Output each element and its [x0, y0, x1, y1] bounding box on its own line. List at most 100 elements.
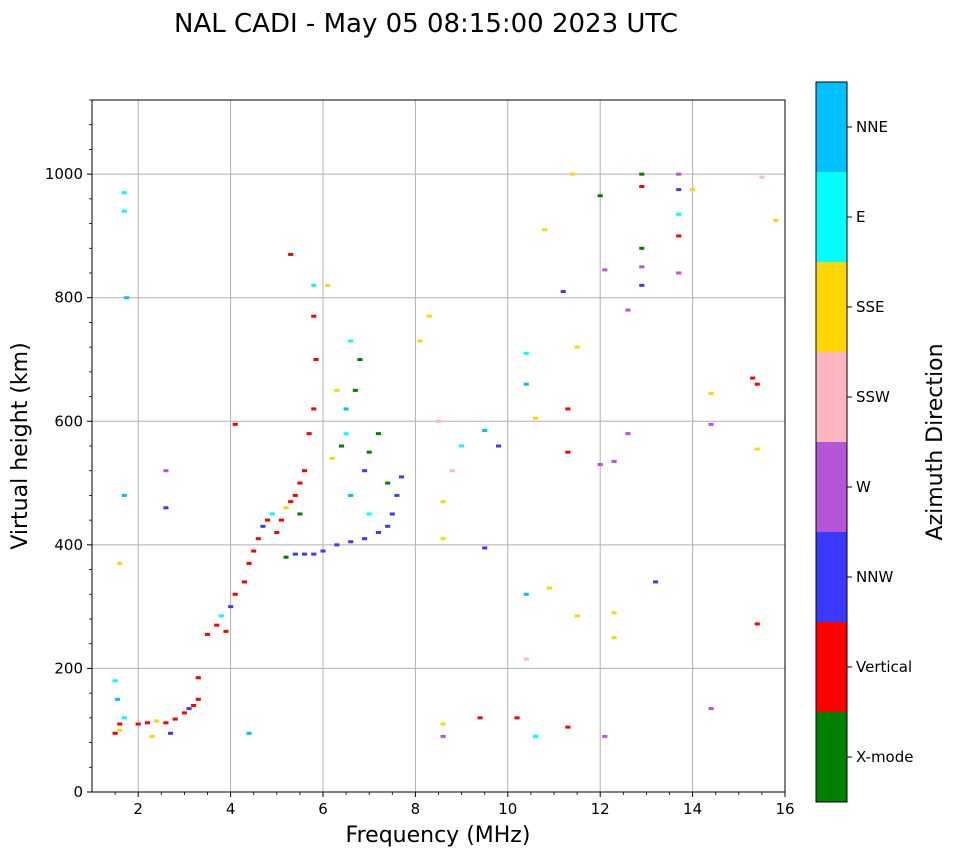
echo-point	[565, 725, 571, 729]
echo-point	[121, 716, 127, 720]
echo-point	[297, 481, 303, 485]
echo-point	[163, 469, 169, 473]
echo-point	[759, 175, 765, 179]
echo-point	[482, 546, 488, 550]
colorbar-swatch	[816, 352, 847, 442]
echo-point	[348, 493, 354, 497]
echo-point	[163, 721, 169, 725]
echo-point	[546, 586, 552, 590]
echo-point	[117, 561, 123, 565]
echo-point	[112, 731, 118, 735]
azimuth-colorbar: X-mode Vertical NNW W SSW SSE E NNE	[815, 81, 913, 803]
echo-point	[195, 697, 201, 701]
echo-point	[676, 188, 682, 192]
echo-point	[523, 592, 529, 596]
echo-point	[676, 212, 682, 216]
echo-point	[144, 721, 150, 725]
echo-point	[602, 268, 608, 272]
echo-point	[362, 537, 368, 541]
echo-point	[708, 422, 714, 426]
echo-point	[625, 432, 631, 436]
chart-title: NAL CADI - May 05 08:15:00 2023 UTC	[174, 9, 678, 39]
echo-point	[251, 549, 257, 553]
plot-background	[92, 100, 785, 792]
echo-point	[639, 172, 645, 176]
echo-point	[625, 308, 631, 312]
echo-point	[121, 191, 127, 195]
echo-point	[191, 704, 197, 707]
y-tick-label: 200	[54, 659, 83, 677]
echo-point	[398, 475, 405, 479]
colorbar-swatch	[816, 172, 847, 262]
echo-point	[306, 432, 312, 436]
echo-point	[288, 252, 294, 256]
echo-point	[366, 512, 372, 516]
colorbar-labels: X-mode Vertical NNW W SSW SSE E NNE	[847, 118, 913, 766]
echo-point	[343, 432, 349, 436]
echo-point	[334, 543, 340, 547]
echo-point	[260, 524, 266, 528]
y-tick-label: 600	[54, 412, 83, 430]
echo-point	[135, 722, 141, 726]
echo-point	[426, 314, 432, 318]
echo-point	[311, 283, 317, 287]
echo-point	[532, 734, 539, 738]
colorbar-swatch	[816, 442, 847, 532]
colorbar-frame	[815, 81, 848, 803]
echo-point	[676, 172, 682, 176]
echo-point	[560, 290, 566, 294]
echo-point	[121, 209, 127, 213]
echo-point	[440, 537, 446, 541]
echo-point	[690, 188, 696, 192]
echo-point	[639, 265, 645, 269]
colorbar-label: Vertical	[856, 658, 912, 676]
echo-point	[569, 172, 576, 176]
echo-point	[676, 271, 682, 275]
echo-point	[283, 506, 289, 510]
echo-point	[292, 493, 298, 497]
colorbar-swatch	[816, 532, 847, 622]
x-tick-label: 12	[591, 800, 610, 818]
echo-point	[750, 376, 756, 380]
echo-point	[167, 731, 174, 735]
echo-point	[228, 605, 234, 609]
echo-point	[676, 234, 682, 238]
x-axis-label: Frequency (MHz)	[346, 823, 531, 848]
x-tick-label: 14	[683, 800, 702, 818]
echo-point	[218, 614, 224, 618]
y-tick-label: 1000	[45, 165, 83, 183]
echo-point	[352, 388, 358, 392]
colorbar-label: SSE	[856, 298, 885, 316]
echo-point	[292, 552, 298, 556]
colorbar-swatch	[816, 712, 847, 802]
echo-point	[265, 518, 271, 522]
echo-point	[653, 580, 659, 584]
echo-point	[301, 469, 308, 473]
echo-point	[574, 614, 580, 618]
echo-point	[773, 218, 779, 222]
echo-point	[532, 416, 539, 420]
echo-point	[204, 632, 211, 636]
colorbar-label: NNE	[856, 118, 888, 136]
echo-point	[283, 555, 289, 559]
echo-point	[357, 358, 363, 361]
echo-point	[385, 524, 391, 528]
x-tick-label: 4	[226, 800, 236, 818]
echo-point	[311, 314, 317, 318]
x-tick-label: 2	[133, 800, 143, 818]
echo-point	[246, 561, 252, 565]
x-tick-label: 6	[318, 800, 328, 818]
y-axis-label: Virtual height (km)	[8, 342, 33, 549]
colorbar-label: SSW	[856, 388, 890, 406]
echo-point	[121, 493, 127, 497]
x-tick-label: 10	[498, 800, 517, 818]
echo-point	[348, 339, 354, 343]
x-tick-label: 16	[775, 800, 794, 818]
echo-point	[597, 463, 603, 467]
echo-point	[223, 629, 229, 633]
echo-point	[311, 407, 317, 411]
echo-point	[385, 481, 391, 485]
echo-point	[565, 450, 571, 454]
echo-point	[375, 531, 381, 534]
